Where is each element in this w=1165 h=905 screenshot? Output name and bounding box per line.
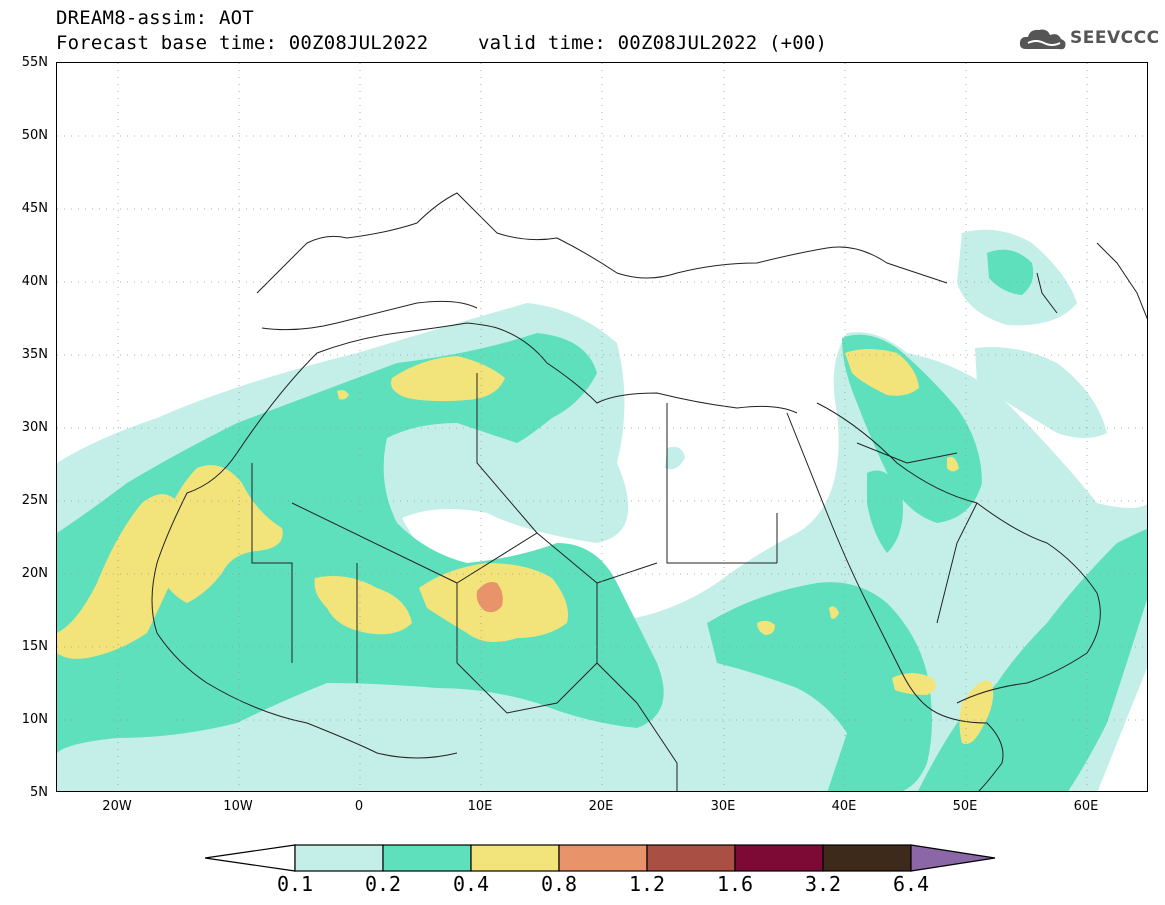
- lon-label: 20W: [102, 799, 132, 814]
- forecast-base-time: Forecast base time: 00Z08JUL2022: [56, 32, 429, 54]
- lon-label: 0: [354, 799, 364, 814]
- lat-label: 55N: [21, 55, 48, 70]
- lon-label: 40E: [831, 799, 857, 814]
- colorbar-segment: [470, 844, 560, 872]
- colorbar-label: 0.8: [540, 872, 578, 896]
- colorbar-label: 0.4: [452, 872, 490, 896]
- lat-label: 40N: [21, 274, 48, 289]
- colorbar-right-arrow: [910, 844, 996, 872]
- map-title: DREAM8-assim: AOT: [56, 7, 254, 29]
- seevccc-logo: SEEVCCC: [1018, 24, 1160, 54]
- lat-label: 5N: [30, 785, 48, 800]
- colorbar-label: 1.2: [628, 872, 666, 896]
- lat-label: 25N: [21, 493, 48, 508]
- colorbar-segment: [822, 844, 912, 872]
- aot-level-0.8: [476, 582, 503, 613]
- lon-label: 60E: [1073, 799, 1099, 814]
- colorbar-label: 0.2: [364, 872, 402, 896]
- country-borders: [151, 192, 1147, 791]
- lon-label: 10E: [467, 799, 493, 814]
- lat-label: 20N: [21, 566, 48, 581]
- lon-label: 10W: [223, 799, 253, 814]
- aot-level-0.2: [57, 249, 1147, 791]
- lat-label: 10N: [21, 712, 48, 727]
- colorbar-segment: [294, 844, 384, 872]
- lat-label: 15N: [21, 639, 48, 654]
- colorbar-segment: [646, 844, 736, 872]
- colorbar-segment: [382, 844, 472, 872]
- logo-text: SEEVCCC: [1070, 28, 1160, 48]
- colorbar-label: 6.4: [892, 872, 930, 896]
- aot-map: [57, 63, 1147, 791]
- colorbar-label: 0.1: [276, 872, 314, 896]
- lat-label: 35N: [21, 347, 48, 362]
- lon-label: 30E: [710, 799, 736, 814]
- lat-label: 50N: [21, 128, 48, 143]
- colorbar-left-arrow: [205, 844, 296, 872]
- map-area[interactable]: [56, 62, 1148, 792]
- valid-time: valid time: 00Z08JUL2022 (+00): [478, 32, 828, 54]
- lon-label: 50E: [952, 799, 978, 814]
- lon-label: 20E: [588, 799, 614, 814]
- cloud-icon: [1019, 29, 1066, 50]
- colorbar-label: 1.6: [716, 872, 754, 896]
- colorbar-segment: [558, 844, 648, 872]
- lat-label: 30N: [21, 420, 48, 435]
- colorbar: [205, 844, 996, 872]
- colorbar-label: 3.2: [804, 872, 842, 896]
- colorbar-segment: [734, 844, 824, 872]
- lat-label: 45N: [21, 201, 48, 216]
- grid-lines: [57, 63, 1147, 791]
